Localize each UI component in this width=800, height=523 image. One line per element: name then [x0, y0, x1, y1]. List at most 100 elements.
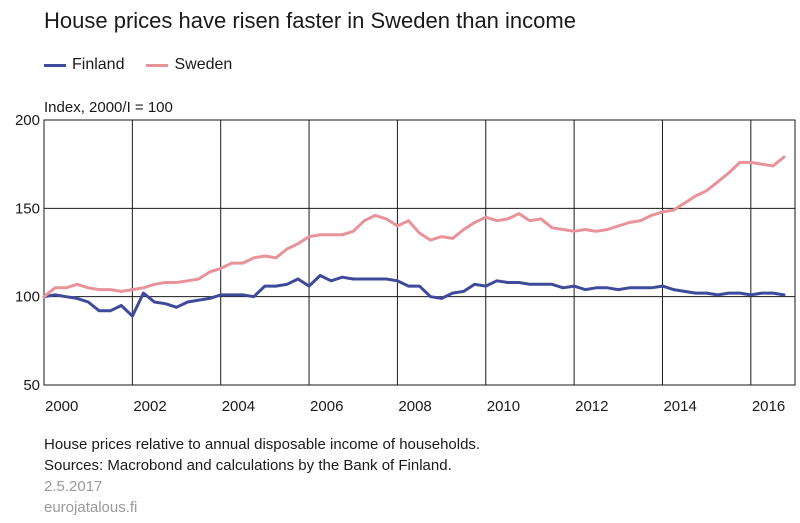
- data-point-sweden: [473, 221, 476, 224]
- x-tick-label: 2000: [45, 398, 78, 415]
- data-point-sweden: [418, 231, 421, 235]
- data-point-finland: [473, 283, 476, 286]
- data-point-finland: [451, 291, 454, 295]
- data-point-sweden: [329, 233, 333, 237]
- data-point-finland: [440, 297, 443, 300]
- data-point-sweden: [705, 189, 708, 192]
- data-point-sweden: [650, 214, 653, 217]
- data-point-sweden: [296, 242, 300, 245]
- x-tick-label: 2016: [752, 398, 785, 415]
- data-point-sweden: [782, 155, 786, 159]
- x-tick-label: 2002: [133, 398, 166, 415]
- data-point-sweden: [285, 247, 289, 251]
- data-point-finland: [340, 276, 344, 279]
- footer-date: 2.5.2017: [44, 478, 103, 495]
- data-point-sweden: [628, 221, 631, 224]
- data-point-sweden: [153, 283, 156, 286]
- legend-item-sweden: Sweden: [146, 56, 232, 74]
- y-unit-label: Index, 2000/I = 100: [44, 99, 173, 116]
- data-point-finland: [672, 288, 675, 291]
- data-point-sweden: [550, 226, 554, 229]
- data-point-finland: [628, 286, 631, 290]
- data-point-finland: [352, 277, 355, 281]
- data-point-sweden: [396, 224, 399, 228]
- data-point-sweden: [694, 194, 697, 198]
- data-point-sweden: [727, 171, 730, 175]
- footer-note: House prices relative to annual disposab…: [44, 436, 481, 453]
- data-point-finland: [329, 279, 333, 282]
- data-point-sweden: [98, 288, 101, 291]
- x-tick-label: 2012: [575, 398, 608, 415]
- data-point-finland: [164, 302, 167, 305]
- data-point-sweden: [109, 288, 112, 291]
- data-point-sweden: [352, 230, 355, 233]
- data-point-finland: [528, 283, 532, 286]
- data-point-finland: [197, 299, 200, 302]
- data-point-finland: [418, 284, 421, 288]
- data-point-finland: [274, 284, 278, 288]
- data-point-finland: [771, 291, 775, 295]
- data-point-sweden: [484, 215, 487, 219]
- data-point-finland: [109, 309, 112, 312]
- data-point-finland: [374, 277, 377, 281]
- data-point-finland: [561, 286, 565, 290]
- x-tick-label: 2010: [487, 398, 520, 415]
- data-point-finland: [517, 281, 521, 284]
- data-point-finland: [539, 283, 543, 286]
- legend-item-finland: Finland: [44, 56, 124, 74]
- legend-swatch-sweden: [146, 63, 169, 67]
- footer-site: eurojatalous.fi: [44, 499, 138, 516]
- data-point-sweden: [252, 256, 256, 259]
- data-point-sweden: [617, 224, 620, 228]
- data-point-finland: [484, 284, 487, 288]
- data-point-finland: [219, 293, 222, 297]
- data-point-sweden: [363, 219, 366, 222]
- data-point-finland: [241, 293, 244, 297]
- data-point-sweden: [407, 219, 410, 222]
- data-point-sweden: [738, 161, 741, 164]
- data-point-sweden: [175, 281, 178, 284]
- data-point-sweden: [749, 161, 753, 164]
- data-point-finland: [572, 284, 576, 288]
- footer-sources: Sources: Macrobond and calculations by t…: [44, 457, 452, 474]
- data-point-sweden: [683, 201, 686, 205]
- data-point-finland: [175, 306, 178, 309]
- data-point-finland: [716, 293, 719, 297]
- x-tick-label: 2014: [663, 398, 696, 415]
- data-point-sweden: [539, 217, 543, 221]
- data-point-finland: [153, 300, 156, 304]
- data-point-finland: [186, 300, 189, 304]
- data-point-finland: [98, 309, 101, 312]
- data-point-finland: [462, 290, 465, 293]
- data-point-sweden: [561, 228, 565, 231]
- data-point-finland: [120, 304, 123, 307]
- data-point-sweden: [197, 277, 200, 281]
- data-point-finland: [661, 284, 664, 288]
- data-point-sweden: [208, 270, 211, 274]
- data-point-finland: [606, 286, 609, 290]
- y-tick-label: 150: [15, 200, 40, 217]
- data-point-finland: [407, 284, 410, 288]
- y-tick-label: 50: [23, 377, 40, 394]
- data-point-finland: [495, 279, 499, 282]
- x-tick-label: 2008: [398, 398, 431, 415]
- data-point-finland: [738, 291, 741, 295]
- data-point-finland: [506, 281, 510, 284]
- data-point-sweden: [241, 261, 244, 265]
- data-point-sweden: [771, 164, 775, 168]
- data-point-finland: [694, 291, 697, 295]
- legend: Finland Sweden: [44, 56, 254, 74]
- data-point-finland: [142, 291, 145, 295]
- data-point-finland: [208, 297, 211, 300]
- data-point-sweden: [340, 233, 344, 237]
- data-point-finland: [595, 286, 598, 290]
- data-point-sweden: [451, 237, 454, 240]
- data-point-finland: [429, 295, 432, 298]
- data-point-finland: [363, 277, 366, 281]
- data-point-finland: [252, 295, 256, 298]
- data-point-finland: [75, 297, 79, 300]
- data-point-sweden: [760, 162, 764, 166]
- data-point-finland: [782, 293, 786, 297]
- data-point-sweden: [75, 283, 79, 286]
